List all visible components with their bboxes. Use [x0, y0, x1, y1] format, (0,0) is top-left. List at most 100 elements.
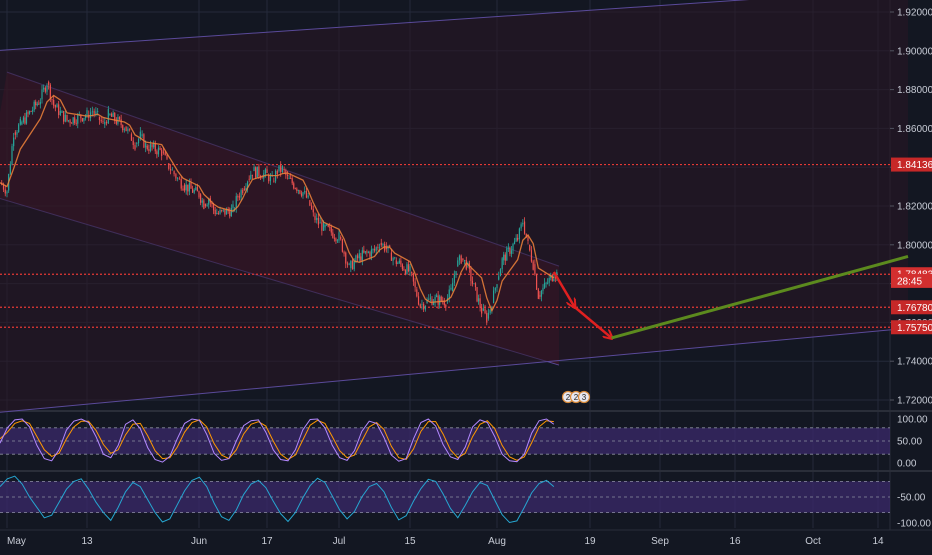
candle-body [75, 122, 77, 124]
time-tick-label: Sep [651, 536, 669, 547]
candle-body [436, 295, 438, 297]
candle-body [489, 309, 491, 313]
candle-body [161, 149, 163, 156]
candle-body [363, 250, 365, 253]
candle-body [230, 207, 232, 217]
candle-body [105, 121, 108, 124]
candle-body [416, 289, 418, 297]
candle-body [190, 182, 192, 189]
candle-body [496, 284, 498, 288]
candle-body [46, 85, 48, 92]
channel-lower-line [0, 327, 909, 413]
price-tag-box [891, 273, 932, 288]
candle-body [452, 282, 454, 292]
osc2-tick-label: -100.00 [897, 519, 931, 530]
candle-body [145, 143, 147, 148]
candle-body [253, 167, 255, 172]
time-tick-label: 17 [261, 536, 273, 547]
price-channels[interactable] [0, 0, 909, 416]
candle-body [329, 226, 331, 228]
candle-body [66, 114, 68, 121]
candle-body [520, 224, 522, 229]
moving-average [0, 94, 555, 313]
price-tick-label: 1.82000 [897, 202, 932, 213]
candle-body [69, 120, 71, 123]
candle-body [364, 251, 366, 253]
channel-fill [0, 0, 908, 413]
candle-body [36, 103, 38, 106]
candle-body [503, 254, 505, 261]
candle-body [412, 272, 415, 282]
candle-body [540, 290, 543, 297]
candle-body [141, 134, 143, 137]
candle-body [224, 209, 226, 215]
candle-body [255, 167, 257, 178]
candle-body [173, 171, 175, 175]
candle-body [512, 243, 514, 251]
candle-body [273, 180, 275, 182]
candle-body [285, 170, 287, 175]
candle-body [476, 287, 478, 302]
candle-body [351, 260, 354, 270]
candle-body [361, 250, 363, 261]
event-badge-circle [577, 390, 591, 404]
candle-body [53, 99, 55, 106]
event-badge-label: 2 [574, 393, 579, 402]
candle-body [25, 112, 28, 124]
candle-body [264, 169, 266, 174]
candle-body [484, 308, 486, 314]
candle-body [166, 155, 168, 159]
candle-body [35, 101, 37, 106]
candle-body [182, 188, 184, 191]
candle-body [95, 111, 97, 114]
candle-body [162, 151, 165, 153]
candle-body [350, 260, 352, 269]
candle-body [465, 259, 467, 270]
candle-body [457, 260, 459, 267]
candle-body [71, 122, 73, 124]
candle-body [419, 304, 421, 307]
candle-body [534, 264, 536, 275]
candle-body [115, 120, 117, 124]
osc1-tick-label: 100.00 [897, 415, 928, 426]
candle-body [518, 228, 520, 239]
candle-body [112, 112, 114, 117]
candle-body [332, 232, 334, 238]
drawings[interactable] [552, 254, 909, 337]
candle-body [151, 144, 153, 148]
candle-body [406, 264, 408, 274]
candle-body [322, 221, 325, 231]
candle-body [91, 111, 93, 113]
candle-body [527, 237, 529, 241]
candle-body [146, 145, 148, 150]
candle-body [474, 283, 477, 288]
candle-body [278, 165, 280, 172]
candle-body [195, 187, 197, 190]
candle-body [118, 117, 121, 120]
horizontal-levels[interactable] [0, 163, 890, 328]
candle-body [130, 134, 133, 141]
osc2-tick-label: -50.00 [897, 493, 926, 504]
candle-body [64, 114, 66, 122]
candle-body [375, 247, 377, 251]
candle-body [501, 258, 503, 270]
candle-body [219, 210, 221, 214]
candle-body [321, 222, 323, 231]
candle-body [123, 129, 125, 131]
candle-body [548, 277, 550, 283]
candle-body [129, 128, 131, 130]
candle-body [127, 128, 129, 132]
candle-body [98, 116, 101, 121]
candle-body [242, 190, 244, 194]
candle-body [437, 295, 439, 305]
candle-body [417, 296, 420, 305]
candle-body [333, 237, 335, 239]
candle-body [157, 147, 160, 155]
candle-body [450, 287, 452, 290]
candle-body [428, 298, 430, 300]
candle-body [14, 132, 16, 135]
candle-body [243, 188, 245, 191]
